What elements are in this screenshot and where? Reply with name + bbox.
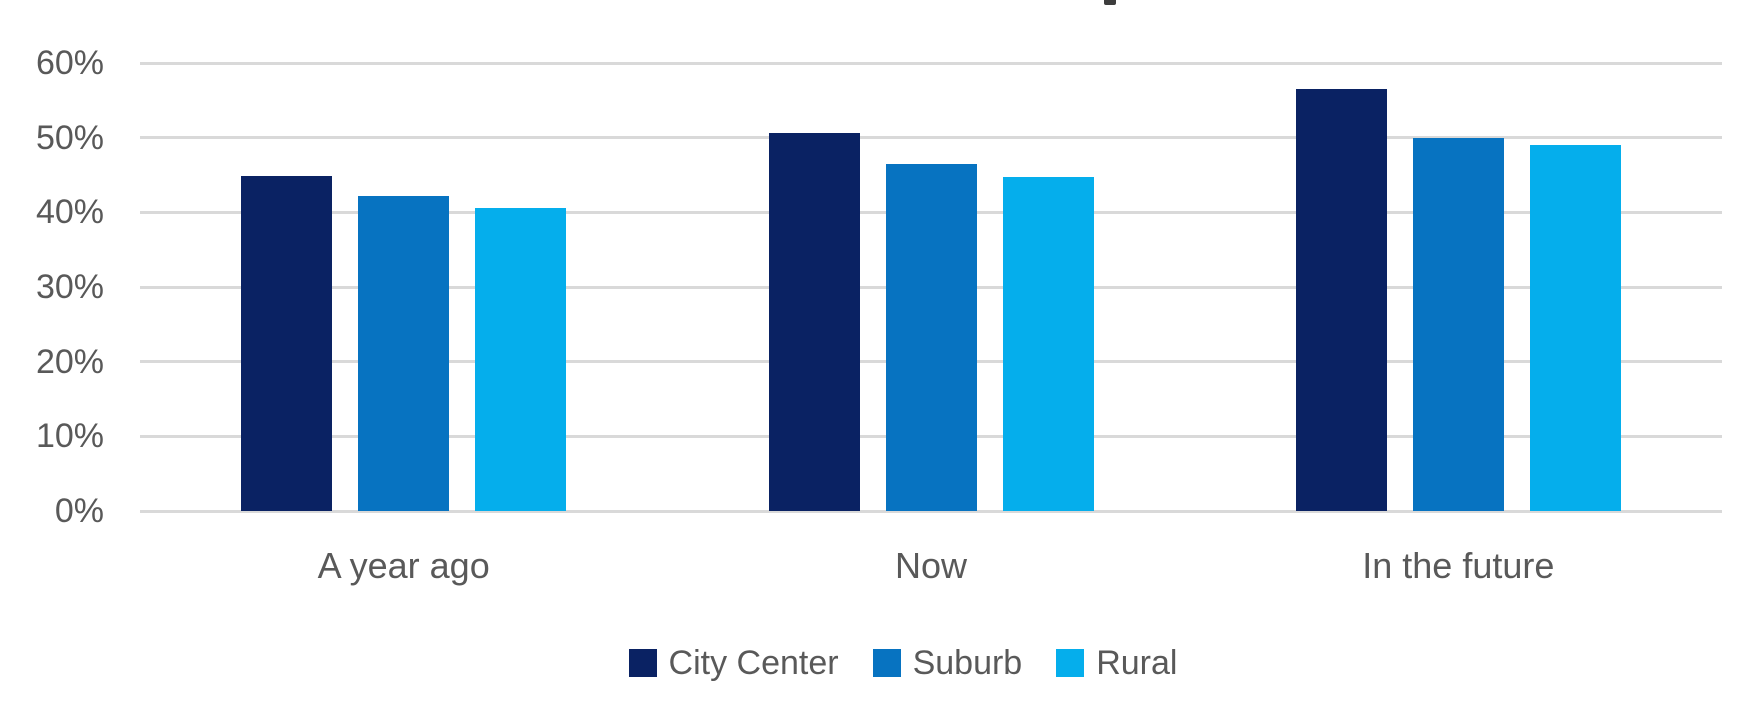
y-tick-label-20: 20% [35,342,104,381]
y-tick-label-10: 10% [35,417,104,456]
bar-city-center-now [768,133,860,511]
y-tick-label-40: 40% [35,193,104,232]
y-tick-label-30: 30% [35,268,104,306]
gridline-60 [140,61,1722,65]
bar-suburb-in-the-future [1412,137,1504,511]
bar-city-center-a-year-ago [241,176,333,511]
bar-rural-now [1002,177,1094,511]
y-tick-label-60: 60% [35,44,104,82]
legend-label-suburb: Suburb [912,644,1023,682]
bar-suburb-a-year-ago [358,195,450,511]
bar-city-center-in-the-future [1295,89,1387,511]
legend-swatch-suburb [872,649,901,677]
y-tick-label-50: 50% [35,118,104,157]
x-axis-label-in-the-future: In the future [1362,545,1555,586]
legend-label-city-center: City Center [668,644,839,682]
legend: City Center Suburb Rural [112,640,1694,686]
legend-swatch-rural [1056,649,1085,677]
gridline-0 [140,509,1722,513]
legend-label-rural: Rural [1096,644,1178,682]
bar-rural-in-the-future [1529,145,1621,511]
gridline-50 [140,136,1722,140]
legend-item-suburb: Suburb [872,644,1023,682]
legend-item-city-center: City Center [628,644,839,682]
legend-item-rural: Rural [1056,646,1177,680]
clipped-chart-title-fragment [1104,0,1116,5]
y-tick-label-0: 0% [54,492,104,530]
x-axis-label-a-year-ago: A year ago [317,545,490,586]
bar-rural-a-year-ago [475,207,567,511]
bar-suburb-now [885,163,977,511]
legend-swatch-city-center [628,649,657,677]
x-axis-label-now: Now [894,545,967,586]
